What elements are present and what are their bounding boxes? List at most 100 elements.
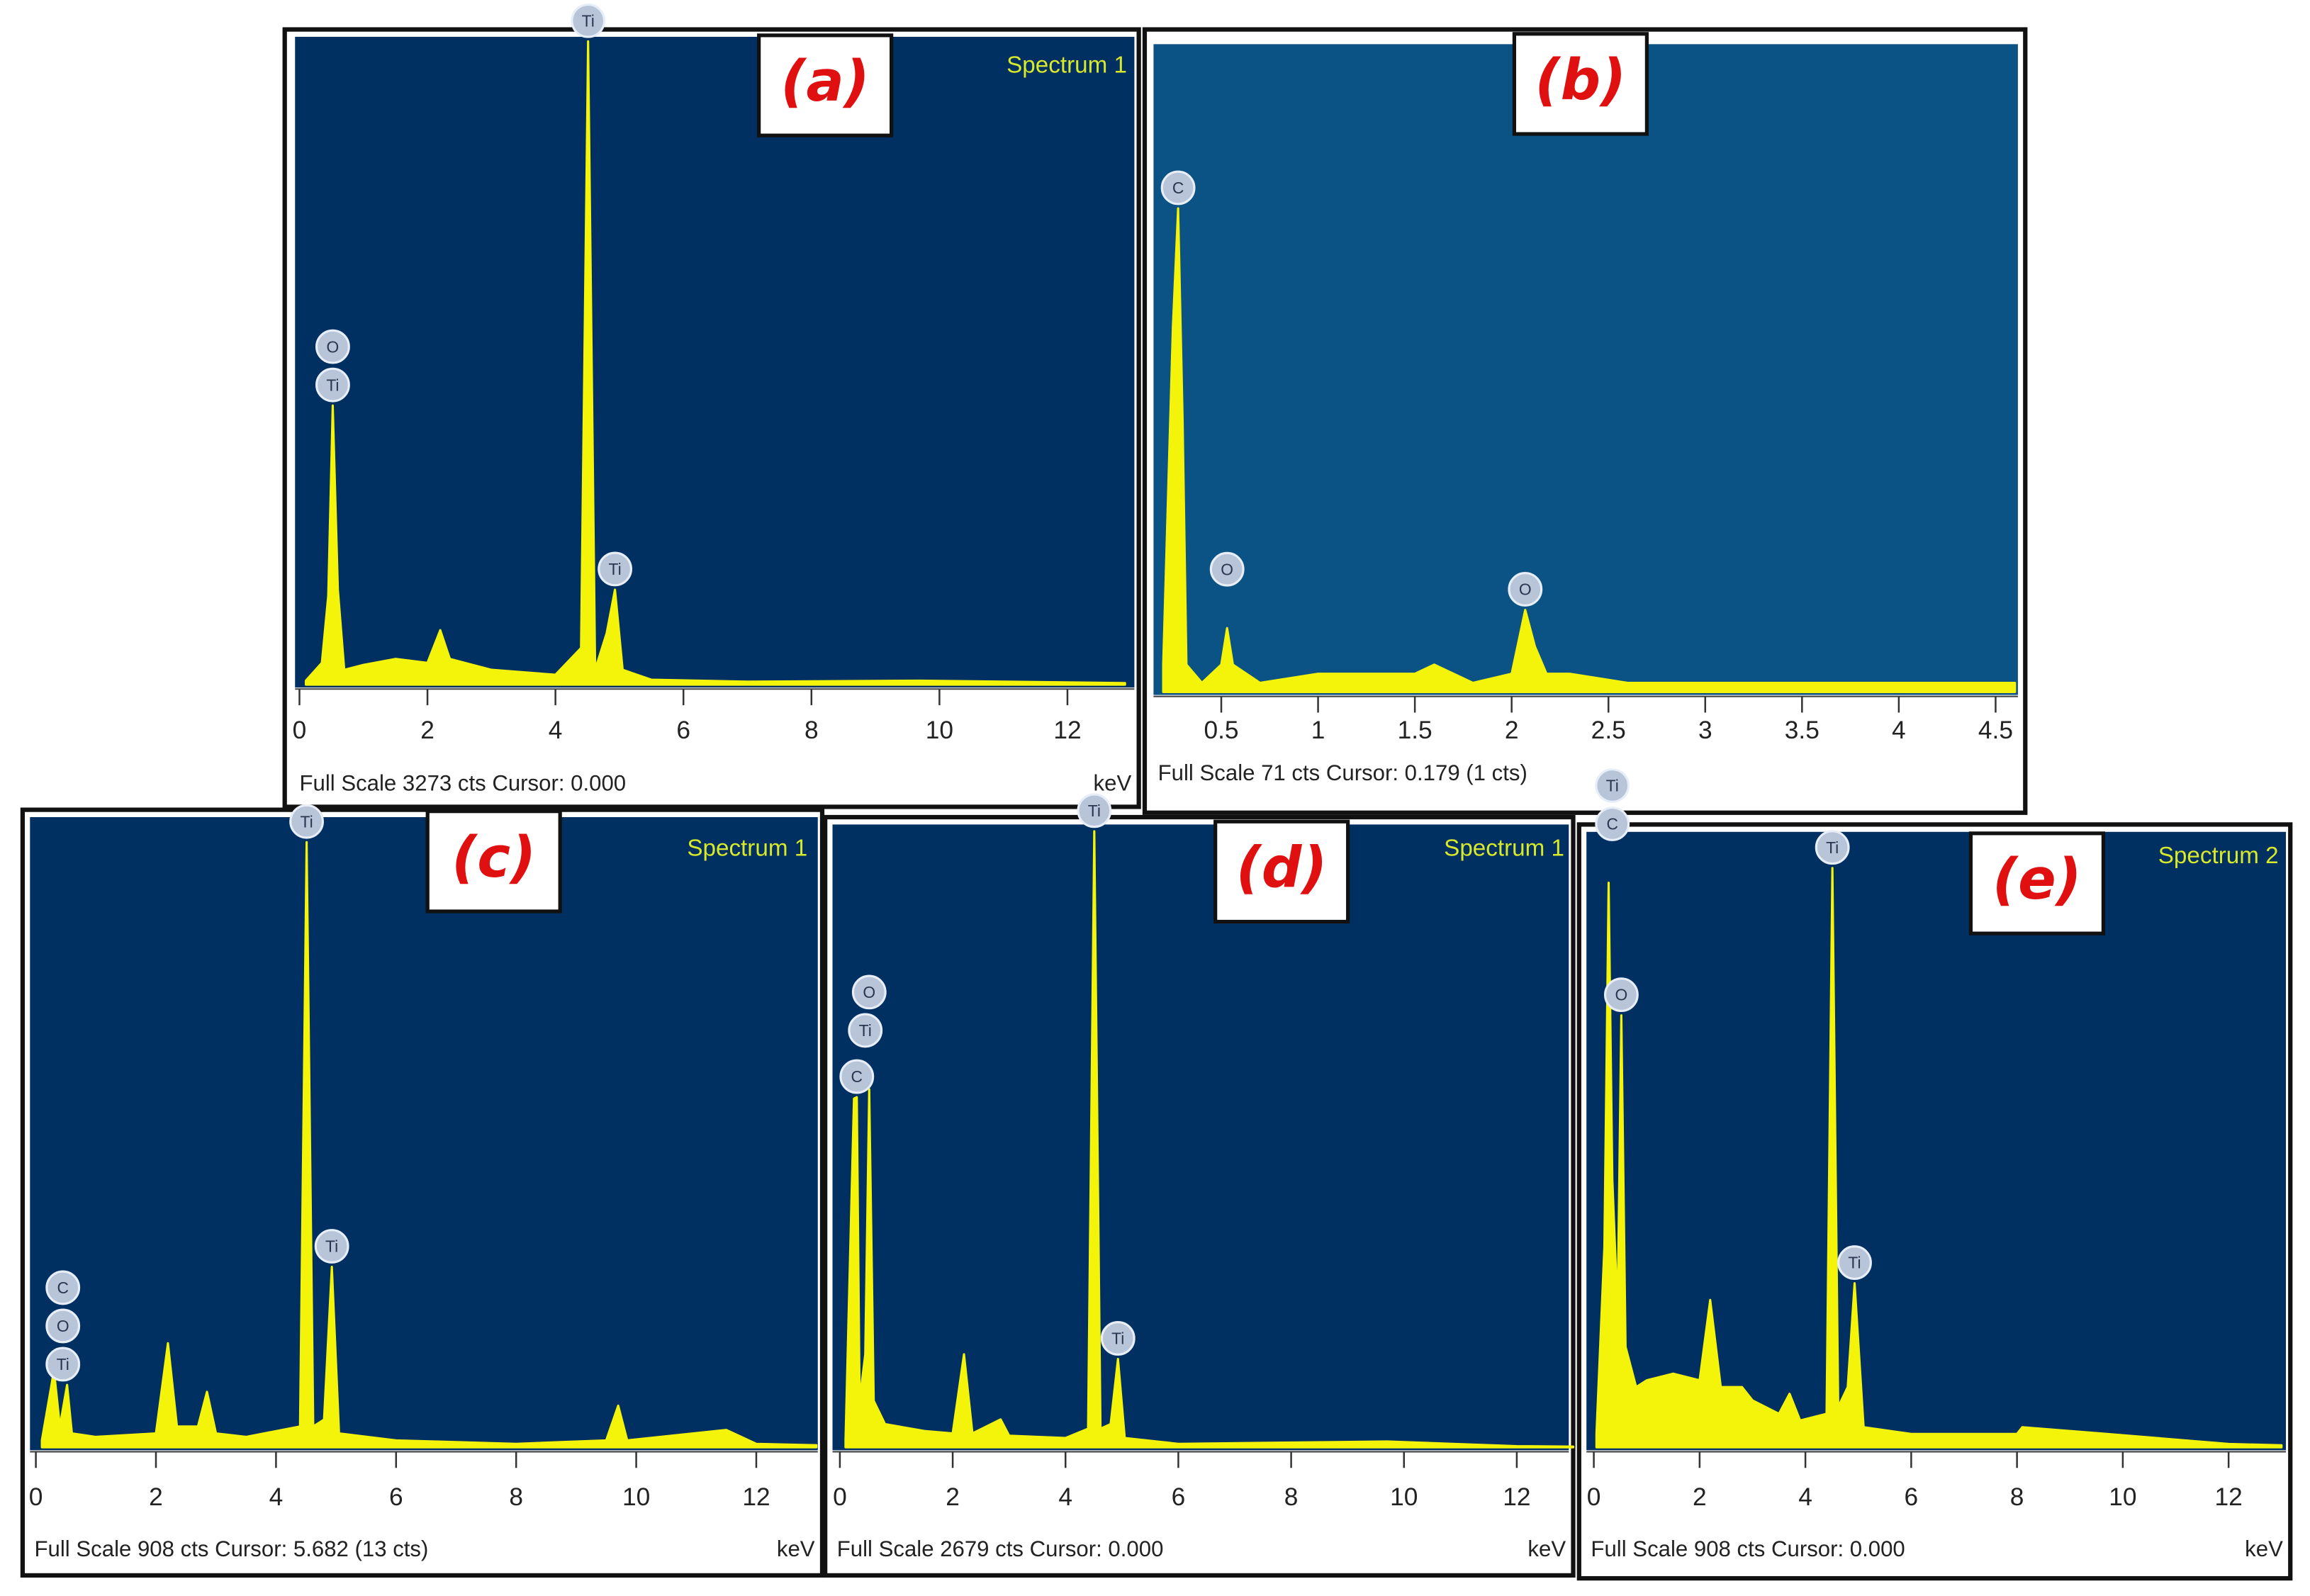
- peak-marker: [839, 1059, 875, 1094]
- peak-marker: [848, 1013, 883, 1048]
- spectrum: [304, 40, 1126, 686]
- peak-label: O: [1221, 560, 1233, 578]
- peak-marker: [1077, 793, 1112, 828]
- x-tick-label: 4.5: [1978, 716, 2013, 744]
- peak-label: Ti: [609, 560, 622, 578]
- peak-label: Ti: [325, 1237, 338, 1256]
- plot-background: [1153, 44, 2018, 695]
- peak-marker: [314, 1229, 349, 1264]
- footer: Full Scale 71 cts Cursor: 0.179 (1 cts): [1158, 760, 1527, 785]
- x-tick-label: 6: [676, 716, 690, 744]
- spectrum-name: Spectrum 1: [1007, 52, 1127, 78]
- peak-label: Ti: [859, 1021, 872, 1040]
- x-tick-label: 12: [1053, 716, 1081, 744]
- x-tick-label: 1.5: [1398, 716, 1432, 744]
- spectrum-panel: 0 2 4 6 8 10 12 Full Scale 2679 cts Cursor: 0.0…: [823, 793, 1576, 1578]
- x-tick-label: 8: [804, 716, 819, 744]
- peak-label: Ti: [1088, 802, 1101, 820]
- panel-label-box: [1512, 32, 1649, 136]
- x-tick-label: 4: [1892, 716, 1906, 744]
- spectrum-panel: 0.5 1 1.5 2 2.5 3 3.5 4 4.5 Full Scale 71 cts Cur…: [1142, 27, 2028, 815]
- peak-label: Ti: [1826, 838, 1839, 857]
- peak-marker: [1209, 551, 1245, 587]
- peak-label: Ti: [326, 376, 339, 394]
- x-tick-label: 4: [269, 1483, 284, 1511]
- x-tick-label: 4: [549, 716, 563, 744]
- peak-label: O: [57, 1317, 69, 1335]
- x-tick-label: 3: [1698, 716, 1712, 744]
- x-tick-label: 0: [1587, 1483, 1601, 1511]
- peak-marker: [315, 329, 350, 364]
- peak-marker: [1603, 977, 1639, 1013]
- spectrum-name: Spectrum 2: [2158, 843, 2279, 869]
- spectrum: [1162, 207, 2017, 693]
- x-tick-label: 10: [622, 1483, 650, 1511]
- panel-label: (e): [1992, 847, 2082, 912]
- peak-marker: [1100, 1321, 1136, 1356]
- spectrum-panel: 0 2 4 6 8 10 12 Full Scale 908 cts Cursor: 0.00…: [1576, 768, 2293, 1581]
- x-tick-label: 0: [293, 716, 307, 744]
- x-tick-label: 10: [1390, 1483, 1418, 1511]
- plot-background: [295, 36, 1135, 688]
- x-tick-label: 0.5: [1204, 716, 1238, 744]
- x-axis-label: keV: [777, 1536, 815, 1561]
- peak-label: Ti: [582, 11, 595, 30]
- x-tick-label: 8: [2010, 1483, 2024, 1511]
- x-tick-label: 12: [742, 1483, 770, 1511]
- panel-label-box: [1968, 831, 2106, 935]
- peak-marker: [1508, 572, 1543, 607]
- peak-label: O: [1519, 580, 1532, 599]
- x-axis-label: keV: [1094, 771, 1132, 796]
- x-tick-label: 6: [389, 1483, 403, 1511]
- x-tick-label: 2: [946, 1483, 960, 1511]
- peak-label: Ti: [300, 812, 313, 831]
- panel-label-box: [1213, 819, 1350, 924]
- spectrum-name: Spectrum 1: [687, 835, 807, 861]
- x-axis-label: keV: [1527, 1536, 1566, 1561]
- x-tick-label: 10: [926, 716, 953, 744]
- peak-marker: [598, 551, 633, 587]
- x-tick-label: 2.5: [1591, 716, 1626, 744]
- peak-label: O: [863, 983, 875, 1001]
- x-tick-label: 10: [2109, 1483, 2136, 1511]
- plot-background: [30, 817, 818, 1451]
- peak-label: C: [851, 1067, 863, 1086]
- x-tick-label: 6: [1172, 1483, 1186, 1511]
- x-tick-label: 2: [1693, 1483, 1707, 1511]
- peak-label: O: [1615, 986, 1628, 1004]
- footer: Full Scale 2679 cts Cursor: 0.000: [837, 1536, 1164, 1561]
- peak-marker: [315, 367, 350, 403]
- peak-label: C: [1172, 179, 1184, 197]
- peak-marker: [45, 1308, 81, 1344]
- panel-label: (b): [1535, 47, 1627, 113]
- spectrum-panel: 0 2 4 6 8 10 12 Full Scale 908 cts Cursor: 5.68…: [20, 804, 825, 1578]
- panel-label-box: [425, 809, 562, 914]
- peak-marker: [45, 1270, 81, 1305]
- x-tick-label: 0: [29, 1483, 43, 1511]
- x-tick-label: 8: [1284, 1483, 1299, 1511]
- peak-marker: [851, 974, 887, 1010]
- peak-marker: [1837, 1245, 1872, 1280]
- plot-background: [832, 824, 1569, 1451]
- footer: Full Scale 3273 cts Cursor: 0.000: [299, 771, 626, 796]
- footer: Full Scale 908 cts Cursor: 0.000: [1591, 1536, 1905, 1561]
- footer: Full Scale 908 cts Cursor: 5.682 (13 cts…: [35, 1536, 429, 1561]
- peak-label: C: [1606, 815, 1618, 833]
- x-tick-label: 2: [420, 716, 434, 744]
- peak-marker: [1815, 830, 1850, 865]
- spectrum: [40, 841, 818, 1449]
- peak-marker: [1595, 807, 1630, 841]
- x-tick-label: 2: [1505, 716, 1519, 744]
- x-tick-label: 12: [1503, 1483, 1530, 1511]
- peak-label: Ti: [1606, 777, 1619, 795]
- spectrum: [1595, 867, 2283, 1449]
- plot-background: [1586, 831, 2287, 1451]
- panel-label: (c): [452, 825, 536, 890]
- x-axis-label: keV: [2245, 1536, 2283, 1561]
- x-tick-label: 4: [1058, 1483, 1072, 1511]
- x-tick-label: 4: [1798, 1483, 1812, 1511]
- x-tick-label: 12: [2215, 1483, 2243, 1511]
- peak-marker: [1160, 170, 1196, 206]
